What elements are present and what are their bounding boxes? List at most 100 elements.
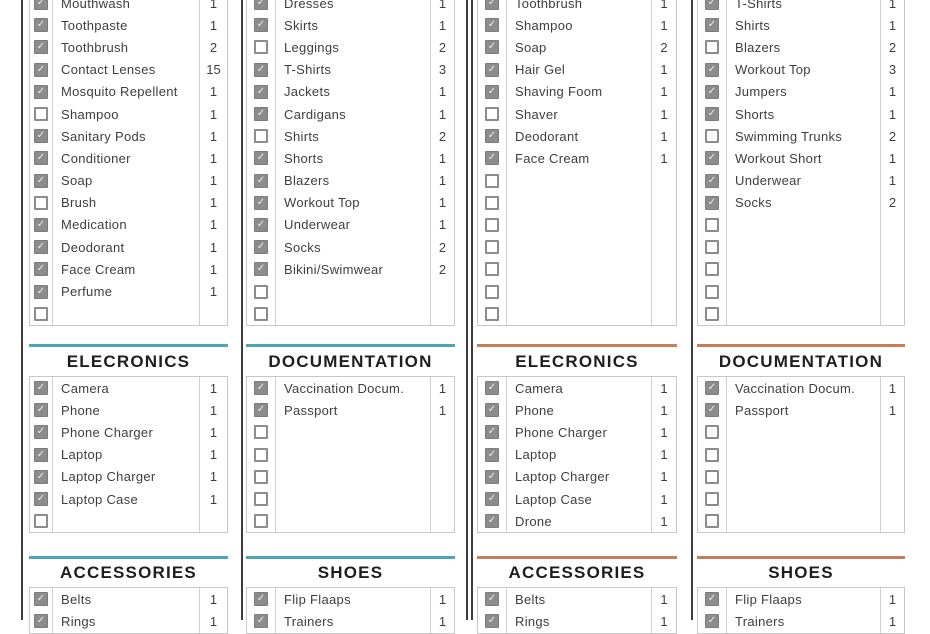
row-checkbox[interactable]: ✓ (254, 217, 268, 232)
row-checkbox[interactable]: ✓ (485, 18, 499, 33)
row-checkbox[interactable] (705, 447, 719, 462)
row-checkbox[interactable] (705, 40, 719, 55)
row-checkbox[interactable] (485, 195, 499, 210)
row-checkbox[interactable]: ✓ (254, 18, 268, 33)
row-checkbox[interactable]: ✓ (485, 492, 499, 507)
row-checkbox[interactable] (254, 492, 268, 507)
row-checkbox[interactable] (705, 217, 719, 232)
row-checkbox[interactable]: ✓ (705, 18, 719, 33)
row-checkbox[interactable] (705, 284, 719, 299)
row-checkbox[interactable] (34, 306, 48, 321)
row-checkbox[interactable] (254, 469, 268, 484)
row-checkbox[interactable]: ✓ (485, 84, 499, 99)
row-checkbox[interactable]: ✓ (485, 425, 499, 440)
row-checkbox[interactable]: ✓ (254, 107, 268, 122)
row-checkbox[interactable]: ✓ (485, 514, 499, 529)
row-checkbox[interactable] (254, 447, 268, 462)
row-checkbox[interactable]: ✓ (485, 0, 499, 11)
row-checkbox[interactable] (485, 262, 499, 277)
row-checkbox[interactable] (485, 306, 499, 321)
row-checkbox[interactable]: ✓ (705, 614, 719, 629)
row-checkbox[interactable]: ✓ (254, 151, 268, 166)
row-checkbox[interactable]: ✓ (34, 0, 48, 11)
item-label: T-Shirts (284, 62, 332, 78)
row-checkbox[interactable]: ✓ (485, 403, 499, 418)
table-divider (880, 377, 881, 532)
row-checkbox[interactable] (485, 173, 499, 188)
row-checkbox[interactable] (485, 107, 499, 122)
row-checkbox[interactable]: ✓ (485, 469, 499, 484)
row-checkbox[interactable]: ✓ (254, 84, 268, 99)
row-checkbox[interactable]: ✓ (705, 381, 719, 396)
row-checkbox[interactable] (485, 217, 499, 232)
row-checkbox[interactable]: ✓ (34, 173, 48, 188)
row-checkbox[interactable]: ✓ (254, 173, 268, 188)
row-checkbox[interactable]: ✓ (34, 403, 48, 418)
row-checkbox[interactable]: ✓ (34, 469, 48, 484)
row-checkbox[interactable]: ✓ (485, 614, 499, 629)
row-checkbox[interactable] (705, 129, 719, 144)
row-checkbox[interactable]: ✓ (34, 492, 48, 507)
row-checkbox[interactable]: ✓ (705, 62, 719, 77)
row-checkbox[interactable] (254, 40, 268, 55)
row-checkbox[interactable]: ✓ (34, 40, 48, 55)
row-checkbox[interactable]: ✓ (254, 381, 268, 396)
row-checkbox[interactable] (254, 425, 268, 440)
row-checkbox[interactable] (705, 514, 719, 529)
row-checkbox[interactable]: ✓ (485, 151, 499, 166)
row-checkbox[interactable] (705, 425, 719, 440)
row-checkbox[interactable] (34, 514, 48, 529)
row-checkbox[interactable] (254, 284, 268, 299)
row-checkbox[interactable]: ✓ (34, 18, 48, 33)
row-checkbox[interactable]: ✓ (34, 129, 48, 144)
row-checkbox[interactable]: ✓ (34, 84, 48, 99)
row-checkbox[interactable]: ✓ (34, 217, 48, 232)
checklist-row: ✓ Vaccination Docum. 1 (698, 377, 904, 399)
row-checkbox[interactable]: ✓ (485, 447, 499, 462)
row-checkbox[interactable]: ✓ (485, 62, 499, 77)
row-checkbox[interactable] (34, 107, 48, 122)
row-checkbox[interactable]: ✓ (705, 173, 719, 188)
row-checkbox[interactable]: ✓ (485, 129, 499, 144)
row-checkbox[interactable]: ✓ (34, 447, 48, 462)
row-checkbox[interactable]: ✓ (705, 195, 719, 210)
row-checkbox[interactable] (705, 240, 719, 255)
row-checkbox[interactable] (705, 492, 719, 507)
row-checkbox[interactable]: ✓ (254, 0, 268, 11)
row-checkbox[interactable]: ✓ (34, 62, 48, 77)
row-checkbox[interactable]: ✓ (34, 151, 48, 166)
row-checkbox[interactable]: ✓ (705, 592, 719, 607)
row-checkbox[interactable] (485, 240, 499, 255)
row-checkbox[interactable] (485, 284, 499, 299)
row-checkbox[interactable]: ✓ (34, 592, 48, 607)
row-checkbox[interactable]: ✓ (34, 381, 48, 396)
row-checkbox[interactable]: ✓ (34, 284, 48, 299)
row-checkbox[interactable]: ✓ (705, 151, 719, 166)
row-checkbox[interactable]: ✓ (34, 425, 48, 440)
row-checkbox[interactable]: ✓ (34, 614, 48, 629)
row-checkbox[interactable] (705, 469, 719, 484)
row-checkbox[interactable] (705, 262, 719, 277)
row-checkbox[interactable]: ✓ (34, 262, 48, 277)
row-checkbox[interactable] (254, 129, 268, 144)
row-checkbox[interactable]: ✓ (254, 240, 268, 255)
row-checkbox[interactable]: ✓ (705, 84, 719, 99)
row-checkbox[interactable]: ✓ (254, 262, 268, 277)
row-checkbox[interactable]: ✓ (254, 62, 268, 77)
row-checkbox[interactable]: ✓ (705, 107, 719, 122)
row-checkbox[interactable]: ✓ (705, 403, 719, 418)
row-checkbox[interactable]: ✓ (254, 195, 268, 210)
row-checkbox[interactable]: ✓ (705, 0, 719, 11)
row-checkbox[interactable] (254, 306, 268, 321)
row-checkbox[interactable]: ✓ (254, 403, 268, 418)
row-checkbox[interactable] (34, 195, 48, 210)
row-checkbox[interactable]: ✓ (254, 614, 268, 629)
item-quantity: 1 (660, 513, 668, 529)
row-checkbox[interactable] (254, 514, 268, 529)
row-checkbox[interactable] (705, 306, 719, 321)
row-checkbox[interactable]: ✓ (34, 240, 48, 255)
row-checkbox[interactable]: ✓ (485, 381, 499, 396)
row-checkbox[interactable]: ✓ (485, 592, 499, 607)
row-checkbox[interactable]: ✓ (254, 592, 268, 607)
row-checkbox[interactable]: ✓ (485, 40, 499, 55)
